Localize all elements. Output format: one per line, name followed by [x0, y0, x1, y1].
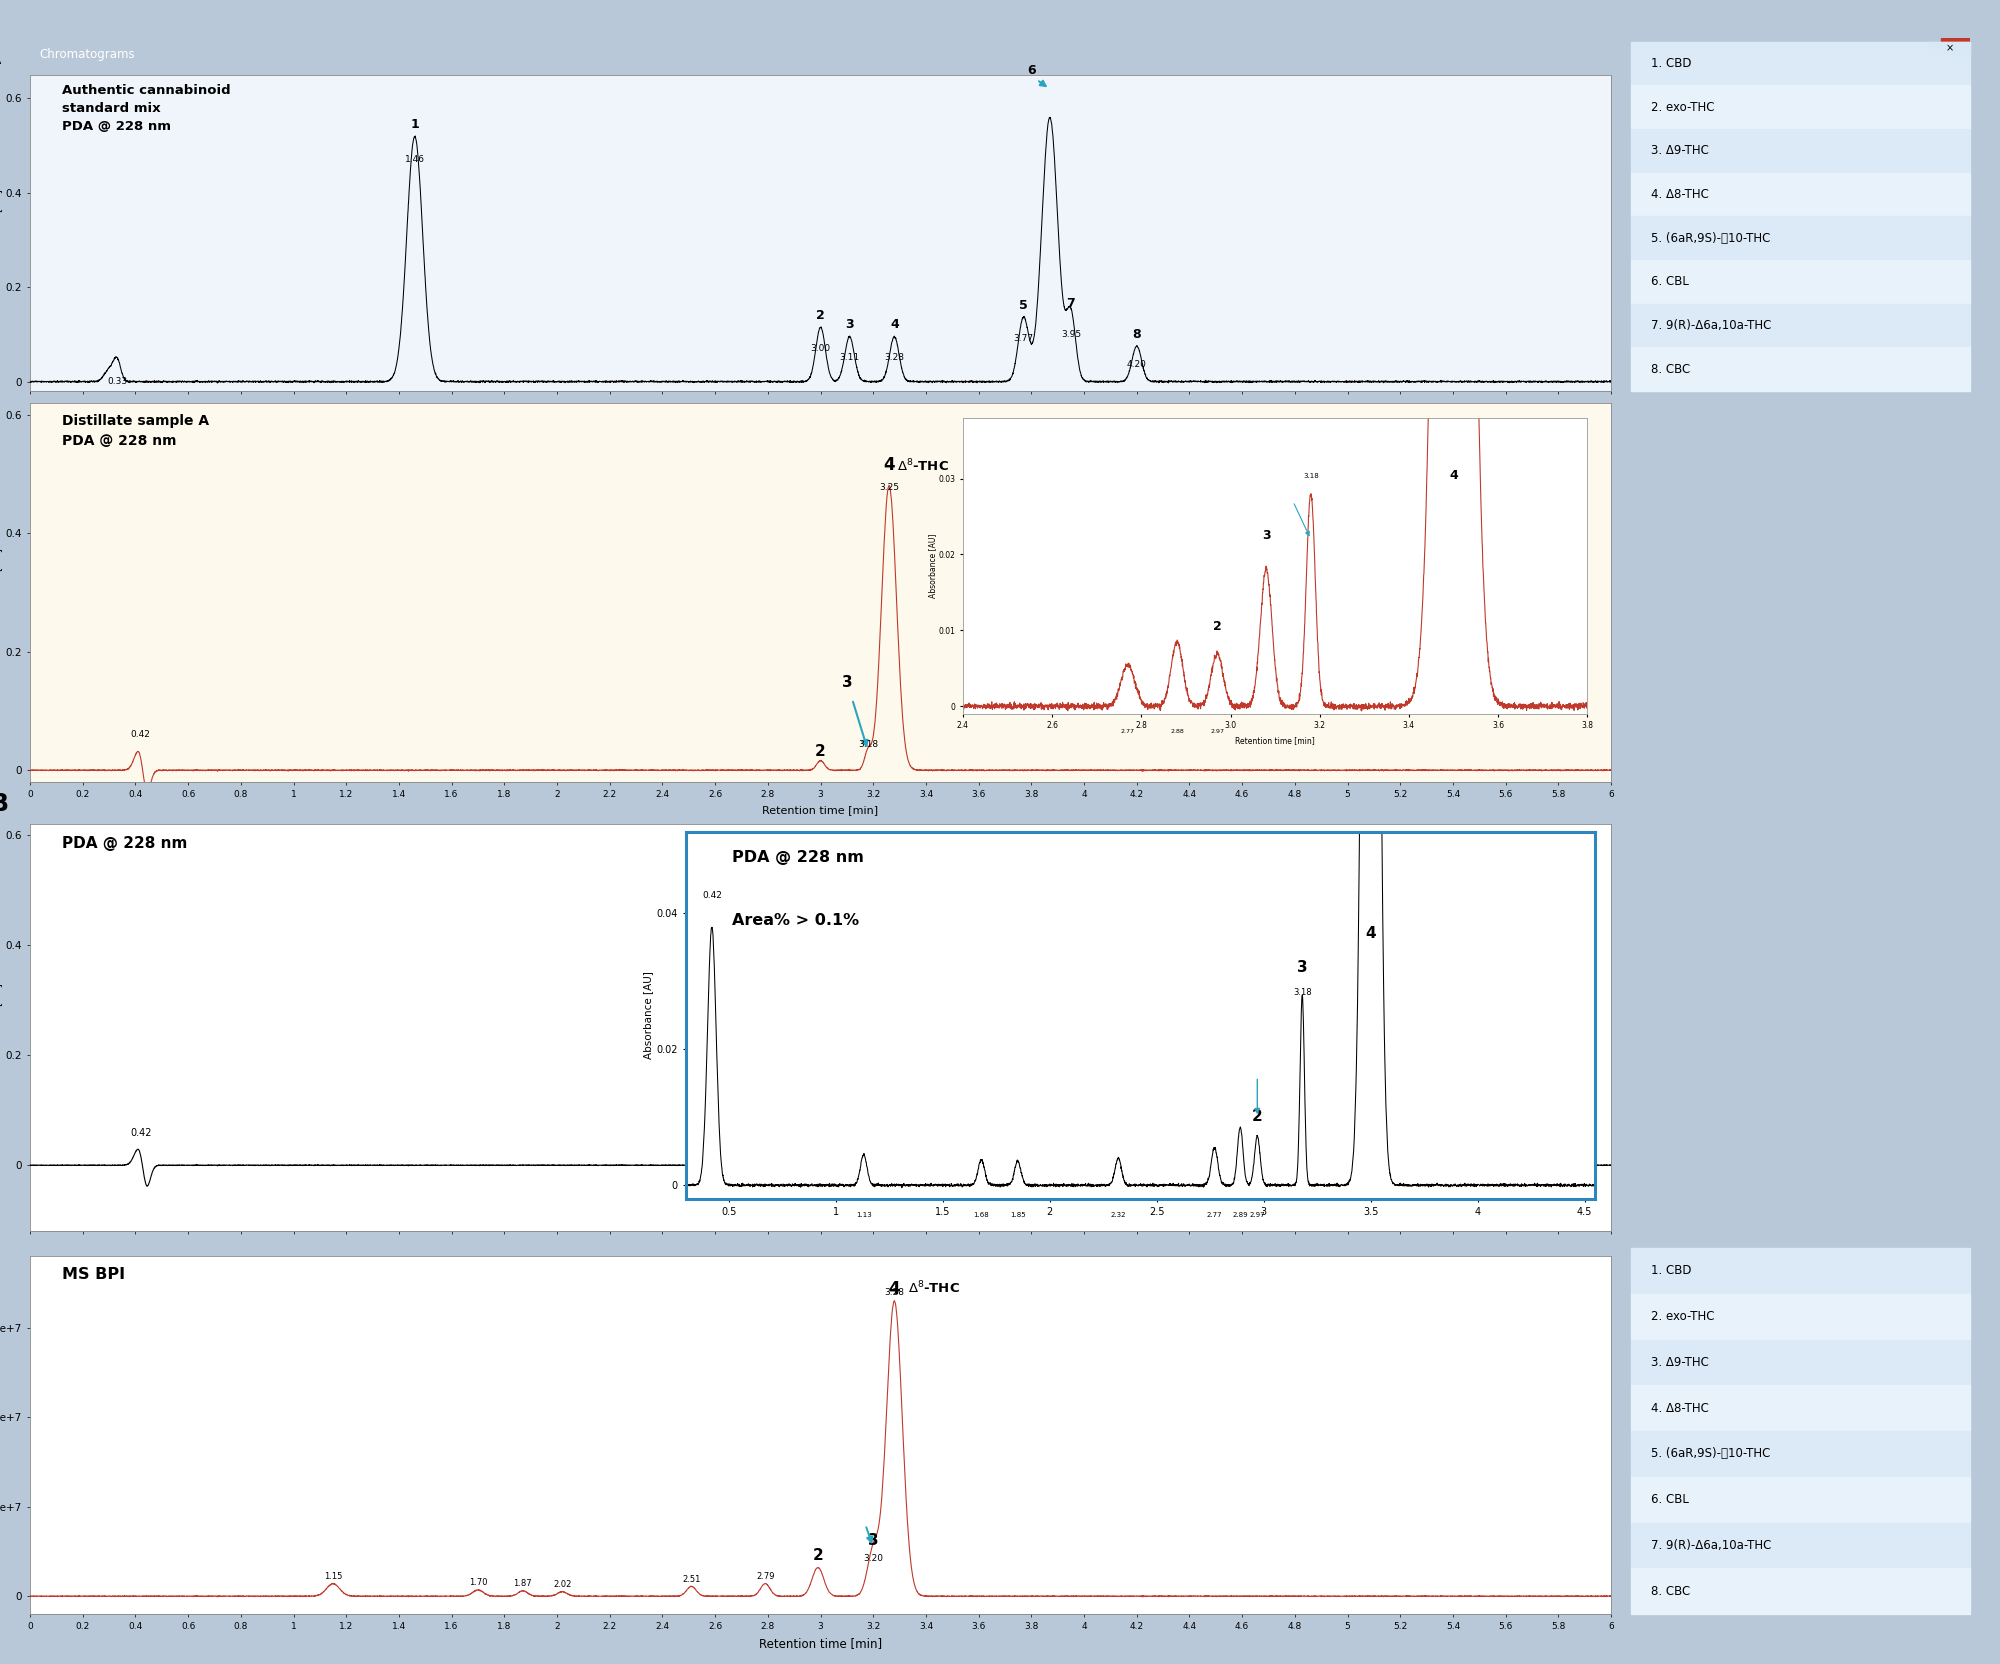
Bar [1930, 42, 1970, 53]
Text: 4: 4 [884, 869, 894, 887]
Text: 1.46: 1.46 [404, 155, 424, 165]
Text: 0.42: 0.42 [130, 730, 150, 739]
Bar [1940, 38, 1970, 72]
Bar [1630, 1340, 1970, 1384]
Text: 0.33: 0.33 [106, 376, 128, 386]
Bar [1630, 260, 1970, 303]
Text: $\Delta^8$-THC: $\Delta^8$-THC [908, 1280, 960, 1296]
Text: 2.51: 2.51 [682, 1574, 700, 1584]
Text: 3.25: 3.25 [880, 483, 900, 493]
Bar [1630, 85, 1970, 130]
X-axis label: Retention time [min]: Retention time [min] [762, 805, 878, 815]
Text: 2.79: 2.79 [756, 1572, 774, 1581]
Bar [1630, 130, 1970, 173]
Text: 4: 4 [888, 1280, 900, 1298]
Text: 1.15: 1.15 [324, 1572, 342, 1581]
Text: 4: 4 [890, 318, 898, 331]
Text: 3.11: 3.11 [840, 353, 860, 363]
Text: 3. Δ9-THC: 3. Δ9-THC [1650, 145, 1708, 158]
Text: 2: 2 [816, 1138, 826, 1153]
Text: 1.70: 1.70 [468, 1577, 488, 1587]
Y-axis label: Absorbance [AU]: Absorbance [AU] [0, 549, 2, 636]
Text: 3.95: 3.95 [1060, 329, 1080, 339]
Text: 4. Δ8-THC: 4. Δ8-THC [1650, 1401, 1708, 1414]
Text: 3. Δ9-THC: 3. Δ9-THC [1650, 1356, 1708, 1369]
Text: 4: 4 [884, 456, 894, 474]
Text: 6. CBL: 6. CBL [1650, 1493, 1688, 1506]
Text: B: B [0, 792, 8, 815]
Text: 3: 3 [846, 318, 854, 331]
Bar [1630, 1523, 1970, 1567]
Text: 0.42: 0.42 [130, 1128, 152, 1138]
Bar [1630, 1295, 1970, 1340]
Text: 3.18: 3.18 [858, 1146, 878, 1155]
Text: 3.77: 3.77 [1014, 334, 1034, 343]
Text: 5. (6aR,9S)-㥉10-THC: 5. (6aR,9S)-㥉10-THC [1650, 231, 1770, 245]
Text: 2.02: 2.02 [554, 1581, 572, 1589]
Text: Authentic cannabinoid
standard mix
PDA @ 228 nm: Authentic cannabinoid standard mix PDA @… [62, 85, 230, 133]
Bar [1630, 1431, 1970, 1478]
Text: 8: 8 [1132, 328, 1142, 341]
Text: 3.00: 3.00 [810, 344, 830, 353]
Text: ×: × [1946, 43, 1954, 53]
Text: 4. Δ8-THC: 4. Δ8-THC [1650, 188, 1708, 201]
Text: 3.28: 3.28 [884, 1288, 904, 1296]
Text: 7. 9(R)-Δ6a,10a-THC: 7. 9(R)-Δ6a,10a-THC [1650, 1539, 1772, 1553]
Text: 2. exo-THC: 2. exo-THC [1650, 1310, 1714, 1323]
Text: Chromatograms: Chromatograms [40, 48, 136, 62]
Text: $\Delta^8$-THC: $\Delta^8$-THC [896, 458, 948, 474]
Text: 3: 3 [868, 1533, 878, 1548]
Bar [1630, 1567, 1970, 1614]
Text: 1.87: 1.87 [514, 1579, 532, 1587]
Text: 7: 7 [1066, 296, 1076, 310]
Y-axis label: Absorbance [AU]: Absorbance [AU] [0, 983, 2, 1072]
Text: 3.26: 3.26 [880, 892, 898, 902]
Text: 8. CBC: 8. CBC [1650, 363, 1690, 376]
Text: 3.20: 3.20 [864, 1554, 884, 1562]
Text: 1. CBD: 1. CBD [1650, 1265, 1692, 1278]
Y-axis label: Absorbance [AU]: Absorbance [AU] [0, 190, 2, 276]
Text: 3: 3 [862, 1130, 874, 1145]
Text: PDA @ 228 nm: PDA @ 228 nm [62, 835, 186, 850]
Text: 3.28: 3.28 [884, 353, 904, 363]
X-axis label: Retention time [min]: Retention time [min] [758, 1637, 882, 1651]
Text: ×: × [1952, 50, 1962, 60]
Bar [1630, 303, 1970, 348]
Bar [1630, 348, 1970, 391]
Text: 1. CBD: 1. CBD [1650, 57, 1692, 70]
Text: 6: 6 [1028, 65, 1036, 77]
Text: 6. CBL: 6. CBL [1650, 275, 1688, 288]
Text: 2. exo-THC: 2. exo-THC [1650, 100, 1714, 113]
Text: 1: 1 [410, 118, 420, 130]
Text: 2: 2 [812, 1548, 824, 1562]
Bar [1630, 1478, 1970, 1523]
Text: 8. CBC: 8. CBC [1650, 1584, 1690, 1597]
Text: MS BPI: MS BPI [62, 1266, 124, 1281]
Text: 5: 5 [1020, 300, 1028, 313]
Bar [1630, 42, 1970, 85]
Text: 7. 9(R)-Δ6a,10a-THC: 7. 9(R)-Δ6a,10a-THC [1650, 319, 1772, 333]
Text: 5. (6aR,9S)-㥉10-THC: 5. (6aR,9S)-㥉10-THC [1650, 1448, 1770, 1461]
Bar [1630, 173, 1970, 216]
Bar [1630, 1384, 1970, 1431]
Text: 2: 2 [816, 744, 826, 759]
Text: 4.20: 4.20 [1126, 361, 1146, 369]
Text: 3.18: 3.18 [858, 740, 878, 749]
Bar [1630, 1248, 1970, 1295]
Text: 3: 3 [842, 676, 852, 691]
Bar [1630, 216, 1970, 260]
Text: Distillate sample A
PDA @ 228 nm: Distillate sample A PDA @ 228 nm [62, 414, 208, 448]
Text: 2: 2 [816, 310, 824, 321]
